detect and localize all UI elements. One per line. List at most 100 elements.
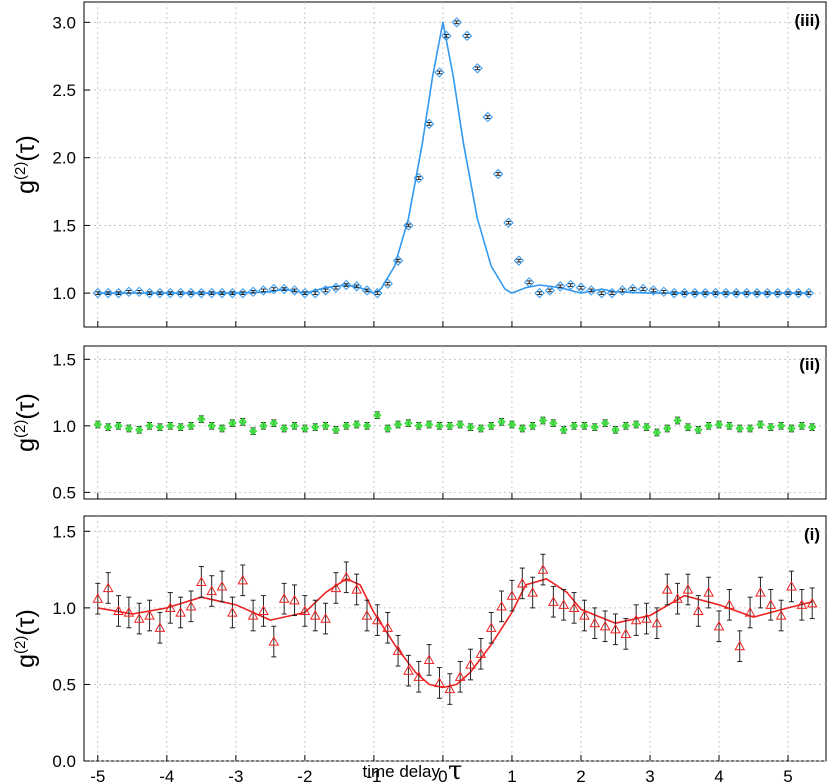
data-point bbox=[627, 283, 638, 295]
data-point bbox=[371, 614, 383, 625]
data-point bbox=[93, 420, 103, 429]
data-point bbox=[496, 600, 507, 611]
data-point bbox=[289, 594, 300, 605]
data-point bbox=[424, 420, 434, 429]
data-point bbox=[803, 287, 814, 299]
data-point bbox=[549, 418, 558, 428]
x-tick-label: 3 bbox=[645, 767, 654, 782]
data-point bbox=[611, 425, 620, 435]
data-point bbox=[796, 599, 808, 609]
data-point bbox=[258, 285, 269, 296]
data-point bbox=[518, 424, 527, 433]
data-point bbox=[558, 599, 570, 609]
data-point bbox=[575, 282, 587, 293]
data-point bbox=[710, 287, 721, 299]
y-label-g: g bbox=[12, 180, 40, 194]
data-point bbox=[621, 421, 631, 431]
x-tick-label: -1 bbox=[366, 767, 381, 782]
data-point bbox=[361, 610, 373, 620]
data-point bbox=[351, 583, 362, 594]
data-point bbox=[124, 424, 134, 433]
data-point bbox=[451, 17, 462, 28]
data-point bbox=[227, 606, 238, 617]
data-point bbox=[434, 67, 445, 78]
data-point bbox=[465, 659, 476, 669]
data-point bbox=[238, 417, 247, 427]
panel-label: (i) bbox=[804, 525, 820, 544]
data-point bbox=[382, 278, 393, 289]
data-point bbox=[725, 421, 734, 431]
data-point bbox=[492, 168, 504, 180]
data-point bbox=[565, 279, 576, 291]
data-point bbox=[195, 576, 207, 586]
data-point bbox=[694, 425, 703, 435]
data-point bbox=[751, 287, 763, 299]
data-point bbox=[227, 287, 238, 299]
data-point bbox=[289, 285, 300, 296]
data-point bbox=[755, 587, 766, 597]
y-tick-label: 1.0 bbox=[52, 599, 76, 618]
data-point bbox=[534, 287, 545, 299]
data-point bbox=[487, 421, 496, 431]
y-label-sup: (2) bbox=[12, 420, 29, 438]
data-point bbox=[475, 648, 487, 658]
x-tick-label: 5 bbox=[783, 767, 792, 782]
data-point bbox=[309, 610, 321, 620]
data-point bbox=[237, 287, 248, 299]
data-point bbox=[423, 654, 435, 665]
data-point bbox=[176, 422, 185, 432]
data-point bbox=[544, 285, 556, 296]
data-point bbox=[776, 421, 786, 431]
data-point bbox=[606, 287, 618, 299]
data-point bbox=[745, 424, 755, 433]
data-point bbox=[765, 599, 777, 609]
x-tick-label: 1 bbox=[507, 767, 516, 782]
x-tick-label: -2 bbox=[297, 767, 312, 782]
data-point bbox=[445, 421, 455, 431]
data-point bbox=[403, 220, 414, 231]
data-point bbox=[237, 574, 249, 585]
data-point bbox=[217, 424, 227, 433]
data-point bbox=[485, 622, 497, 632]
data-point bbox=[135, 425, 144, 435]
y-tick-label: 1.5 bbox=[52, 216, 76, 235]
data-point bbox=[682, 583, 694, 594]
data-point bbox=[652, 428, 662, 437]
data-point bbox=[631, 420, 641, 429]
x-tick-label: -3 bbox=[228, 767, 243, 782]
data-point bbox=[133, 613, 145, 623]
data-point bbox=[461, 30, 473, 42]
data-point bbox=[689, 287, 701, 299]
data-point bbox=[320, 613, 331, 623]
data-point bbox=[679, 287, 690, 299]
x-tick-label: 4 bbox=[714, 767, 723, 782]
data-point bbox=[797, 421, 807, 431]
data-point bbox=[423, 118, 435, 130]
y-tick-label: 3.0 bbox=[52, 13, 76, 32]
data-point bbox=[114, 421, 123, 431]
data-point bbox=[175, 287, 186, 299]
data-point bbox=[472, 63, 483, 74]
data-point bbox=[683, 422, 693, 432]
data-point bbox=[185, 287, 197, 299]
data-point bbox=[102, 287, 114, 299]
data-point bbox=[134, 286, 145, 297]
data-point bbox=[352, 420, 361, 429]
plot-frame bbox=[83, 515, 827, 762]
data-point bbox=[155, 422, 165, 432]
data-point bbox=[103, 422, 113, 432]
data-point bbox=[113, 605, 124, 616]
y-tick-label: 2.0 bbox=[52, 149, 76, 168]
data-point bbox=[185, 600, 197, 611]
data-point bbox=[507, 420, 517, 429]
data-point bbox=[744, 606, 756, 617]
y-tick-label: 1.5 bbox=[52, 522, 76, 541]
data-point bbox=[392, 255, 404, 266]
data-point bbox=[786, 580, 797, 591]
data-point bbox=[258, 605, 269, 616]
data-point bbox=[351, 281, 362, 292]
data-point bbox=[762, 287, 773, 299]
y-label-g: g bbox=[12, 654, 40, 668]
data-point bbox=[692, 605, 704, 616]
